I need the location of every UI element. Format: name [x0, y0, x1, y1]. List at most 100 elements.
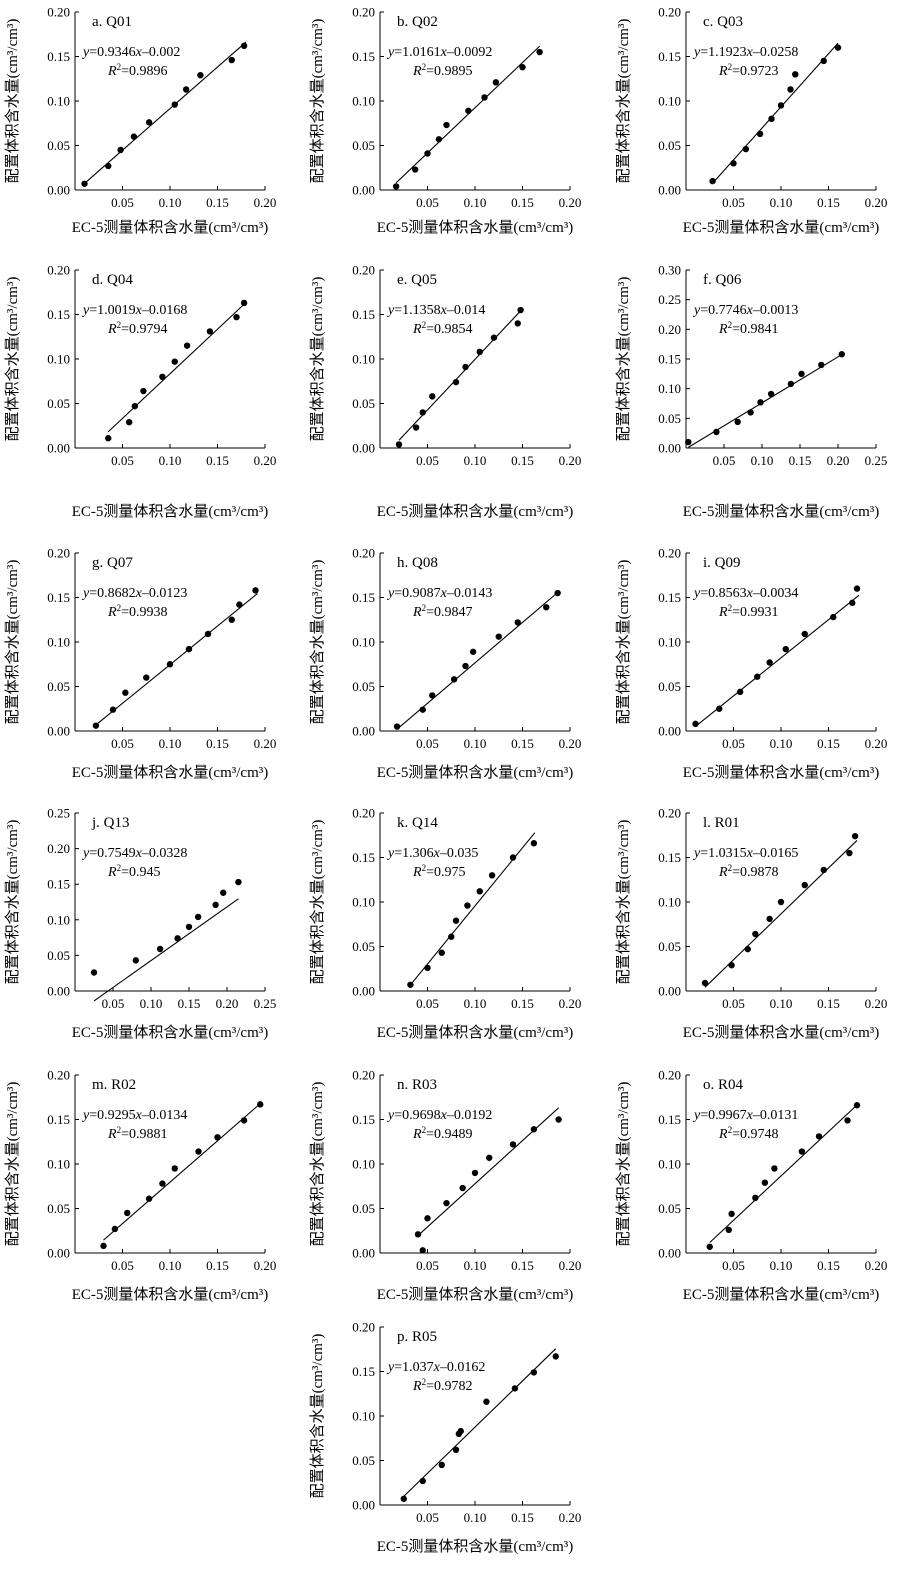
data-point: [419, 1477, 426, 1485]
x-axis-label: EC-5测量体积含水量(cm³/cm³): [377, 219, 573, 236]
data-point: [122, 689, 129, 696]
x-tick-label: 0.05: [713, 453, 736, 468]
chart-panel: 0.00 0.05 0.10 0.15 0.20 0.05 0.10 0.15 0.20 e. Q…: [309, 263, 581, 521]
data-point: [536, 48, 543, 56]
y-tick-label: 0.20: [658, 322, 681, 337]
regression-equation: y=0.8563x–0.0034: [692, 586, 798, 601]
fit-line: [403, 1348, 557, 1497]
x-tick-label: 0.15: [511, 1258, 534, 1273]
data-point: [728, 961, 735, 969]
data-point: [736, 688, 744, 696]
y-tick-label: 0.10: [47, 1157, 70, 1172]
data-point: [411, 166, 419, 173]
y-tick-label: 0.10: [658, 381, 681, 396]
data-point: [140, 387, 147, 395]
chart-panel: 0.00 0.05 0.10 0.15 0.20 0.05 0.10 0.15 0.20 n. R…: [309, 1068, 581, 1304]
x-tick-label: 0.10: [464, 1510, 487, 1525]
fit-line: [398, 310, 522, 441]
data-point: [145, 119, 153, 126]
y-tick-label: 0.10: [47, 635, 70, 650]
data-point: [754, 673, 761, 680]
y-tick-label: 0.15: [352, 1112, 375, 1127]
x-tick-label: 0.10: [464, 996, 487, 1011]
y-tick-label: 0.20: [47, 1068, 70, 1083]
y-tick-label: 0.00: [47, 724, 70, 739]
x-axis-label: EC-5测量体积含水量(cm³/cm³): [377, 764, 573, 781]
fit-line: [95, 593, 258, 726]
y-tick-label: 0.05: [658, 411, 681, 426]
x-axis-label: EC-5测量体积含水量(cm³/cm³): [683, 764, 879, 781]
data-point: [400, 1495, 407, 1502]
data-point: [90, 969, 98, 976]
data-point: [767, 390, 775, 398]
y-axis-label: 配置体积含水量(cm³/cm³): [615, 277, 632, 442]
data-point: [756, 130, 764, 138]
data-point: [555, 1116, 562, 1123]
data-point: [233, 313, 240, 321]
y-tick-label: 0.20: [352, 546, 375, 561]
panel-title: a. Q01: [92, 14, 132, 30]
x-tick-label: 0.05: [111, 1258, 134, 1273]
y-tick-label: 0.00: [658, 724, 681, 739]
panel-title: b. Q02: [397, 14, 438, 30]
x-axis-label: EC-5测量体积含水量(cm³/cm³): [72, 764, 268, 781]
y-tick-label: 0.15: [352, 49, 375, 64]
x-tick-label: 0.20: [254, 453, 277, 468]
y-axis-label: 配置体积含水量(cm³/cm³): [309, 1082, 326, 1247]
y-tick-label: 0.05: [352, 939, 375, 954]
data-point: [204, 630, 212, 638]
fit-line: [395, 45, 540, 184]
data-point: [100, 1242, 107, 1250]
y-axis-label: 配置体积含水量(cm³/cm³): [615, 820, 632, 985]
data-point: [798, 1148, 806, 1155]
x-tick-label: 0.05: [111, 195, 134, 210]
data-point: [830, 613, 837, 621]
data-point: [124, 1209, 131, 1217]
x-tick-label: 0.15: [817, 736, 840, 751]
x-axis-label: EC-5测量体积含水量(cm³/cm³): [72, 503, 268, 520]
chart-panel: 0.00 0.05 0.10 0.15 0.20 0.05 0.10 0.15 0.20 i. Q…: [615, 546, 887, 782]
y-tick-label: 0.10: [352, 1157, 375, 1172]
chart-panel: 0.00 0.05 0.10 0.15 0.20 0.05 0.10 0.15 0.20 b. Q…: [309, 5, 581, 237]
panel-title: g. Q07: [92, 555, 133, 571]
panel-title: k. Q14: [397, 815, 438, 831]
data-point: [730, 160, 737, 167]
data-point: [481, 94, 488, 101]
data-point: [734, 418, 741, 426]
data-point: [166, 661, 174, 668]
data-point: [435, 136, 443, 143]
data-point: [185, 645, 193, 653]
y-tick-label: 0.20: [658, 546, 681, 561]
regression-equation: y=0.9295x–0.0134: [81, 1108, 187, 1123]
data-point: [530, 1369, 538, 1376]
x-tick-label: 0.05: [416, 453, 439, 468]
x-tick-label: 0.05: [722, 996, 745, 1011]
data-point: [393, 723, 401, 730]
y-tick-label: 0.20: [352, 1320, 375, 1335]
y-tick-label: 0.10: [47, 912, 70, 927]
data-point: [853, 585, 861, 592]
panel-title: l. R01: [703, 815, 740, 831]
x-tick-label: 0.20: [559, 736, 582, 751]
chart-panel: 0.00 0.05 0.10 0.15 0.20 0.05 0.10 0.15 0.20 d. Q…: [4, 263, 276, 521]
chart-panel: 0.00 0.05 0.10 0.15 0.20 0.05 0.10 0.15 0.20 a. Q…: [4, 5, 276, 237]
y-tick-label: 0.05: [47, 948, 70, 963]
x-tick-label: 0.15: [789, 453, 812, 468]
data-point: [143, 674, 150, 681]
data-point: [777, 102, 785, 109]
r-squared-label: R2=0.9896: [107, 62, 167, 79]
fit-line: [107, 303, 245, 433]
y-tick-label: 0.20: [352, 263, 375, 278]
x-tick-label: 0.10: [464, 195, 487, 210]
y-tick-label: 0.15: [352, 307, 375, 322]
data-point: [530, 1126, 538, 1133]
data-point: [452, 378, 460, 386]
r-squared-label: R2=0.9878: [718, 863, 778, 880]
panel-title: e. Q05: [397, 272, 437, 288]
r-squared-label: R2=0.9931: [718, 603, 778, 620]
panel-title: p. R05: [397, 1329, 437, 1345]
y-tick-label: 0.20: [47, 546, 70, 561]
y-tick-label: 0.05: [47, 679, 70, 694]
data-point: [252, 587, 259, 594]
